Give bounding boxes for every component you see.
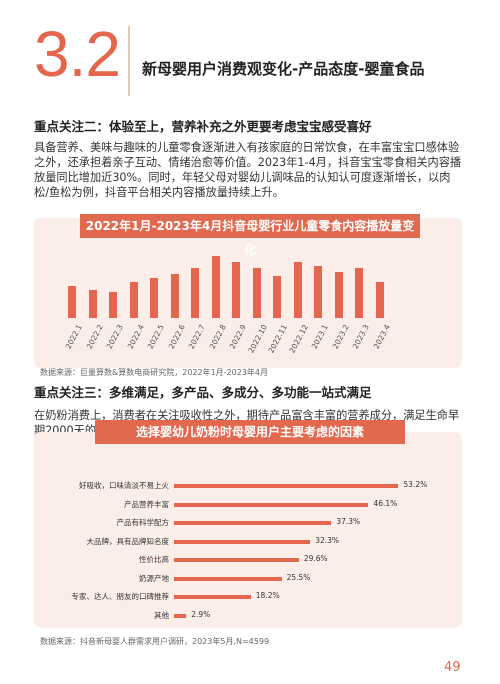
chart1-bar <box>334 272 343 318</box>
chart1-bar <box>191 268 199 318</box>
chart1-bar <box>232 262 240 318</box>
chart2-category-label: 其他 <box>154 610 169 620</box>
header-divider <box>128 26 130 96</box>
chart2-value-label: 29.6% <box>303 554 328 563</box>
chart2-title-banner: 选择婴幼儿奶粉时母婴用户主要考虑的因素 <box>95 420 405 444</box>
chart2-value-label: 46.1% <box>373 498 398 508</box>
chart1-bar <box>150 278 158 318</box>
chart1-bar <box>314 266 322 318</box>
chart1-bar <box>129 282 138 318</box>
chart2-category-label: 专家、达人、朋友的口碑推荐 <box>71 592 170 601</box>
focus2-heading: 重点关注二：体验至上，营养补充之外更要考虑宝宝感受喜好 <box>34 119 372 134</box>
chart2-category-label: 产品有科学配方 <box>116 518 170 527</box>
chart1-card <box>34 218 462 368</box>
chart2-value-label: 2.9% <box>191 609 211 619</box>
chart1-title-banner: 2022年1月-2023年4月抖音母婴行业儿童零食内容播放量变化 <box>80 214 420 257</box>
chart1-bar <box>211 256 220 318</box>
chart2-category-label: 好吸收，口味清淡不易上火 <box>79 481 169 490</box>
chart2-value-label: 53.2% <box>403 480 428 489</box>
chart1-plot: 2022.1 2022.2 2022.3 2022.4 2022.5 2022.6 2022… <box>34 218 462 368</box>
chart2-bar <box>174 595 251 599</box>
chart2-value-label: 37.3% <box>336 517 361 526</box>
chart2-bar <box>174 484 399 488</box>
chart1-bar <box>252 268 261 318</box>
chart2-category-label: 性价比高 <box>139 555 169 564</box>
chart1-bar <box>68 286 76 318</box>
chart1-bar <box>293 262 302 318</box>
chart2-category-label: 产品营养丰富 <box>124 499 169 509</box>
page-number: 49 <box>444 660 461 675</box>
chart2-bar <box>174 502 369 507</box>
chart2-bar <box>174 521 332 525</box>
chart1-source: 数据来源：巨量算数&算数电商研究院，2022年1月-2023年4月 <box>40 368 269 377</box>
focus3-heading: 重点关注三：多维满足，多产品、多成分、多功能一站式满足 <box>34 385 372 400</box>
section-number: 3.2 <box>34 18 121 90</box>
chart2-category-label: 奶源产地 <box>139 573 169 583</box>
chart1-bar <box>170 274 179 318</box>
chart2-bar <box>174 539 311 544</box>
chart1-bar <box>109 292 117 318</box>
focus2-paragraph: 具备营养、美味与趣味的儿童零食逐渐进入有孩家庭的日常饮食，在丰富宝宝口感体验之外… <box>34 141 462 199</box>
chart2-bar <box>174 613 187 618</box>
chart1-bar <box>355 268 363 318</box>
chart2-source: 数据来源：抖音新母婴人群需求用户调研，2023年5月,N=4599 <box>40 637 270 646</box>
chart2-plot: 好吸收，口味清淡不易上火 53.2% 产品营养丰富 46.1% 产品有科学配方 37.3%… <box>34 432 462 628</box>
page-title: 新母婴用户消费观变化-产品态度-婴童食品 <box>142 60 425 78</box>
chart2-value-label: 25.5% <box>286 572 311 582</box>
chart2-category-label: 大品牌，具有品牌知名度 <box>86 536 170 546</box>
chart1-bar <box>273 276 281 318</box>
chart2-value-label: 32.3% <box>315 535 340 545</box>
chart2-bar <box>174 576 282 581</box>
chart1-bar <box>375 282 384 318</box>
chart1-bar <box>88 290 97 318</box>
chart2-bar <box>174 558 299 562</box>
chart2-value-label: 18.2% <box>255 591 280 600</box>
